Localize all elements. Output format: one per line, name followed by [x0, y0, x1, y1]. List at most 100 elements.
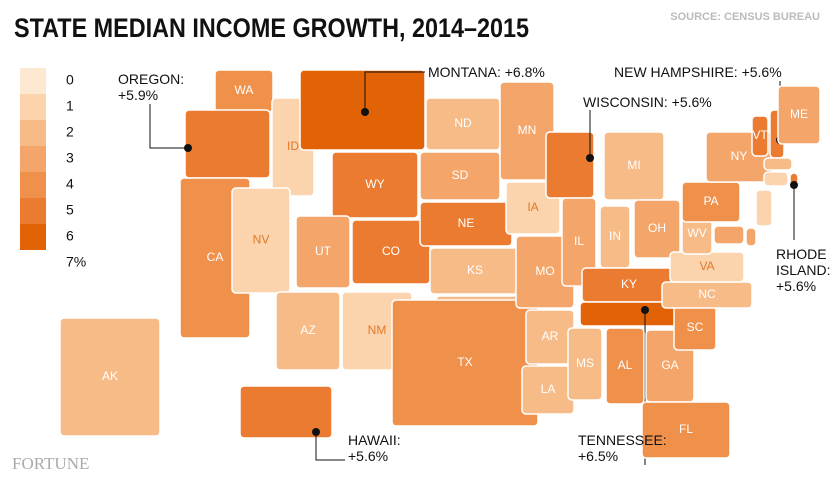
state-label: NE	[458, 216, 475, 230]
callout-line	[364, 71, 425, 112]
state	[777, 85, 821, 145]
legend-swatch	[20, 94, 46, 120]
state-label: WY	[365, 177, 384, 191]
legend-label: 7%	[66, 254, 86, 270]
state	[275, 291, 341, 371]
callout-dot	[790, 181, 798, 189]
callout-dot	[361, 108, 369, 116]
state	[763, 157, 793, 171]
title: STATE MEDIAN INCOME GROWTH, 2014–2015	[14, 13, 529, 43]
callout-dot	[641, 306, 649, 314]
state-label: CO	[382, 244, 400, 258]
callout: WISCONSIN: +5.6%	[583, 94, 783, 110]
state	[499, 81, 555, 181]
state	[751, 115, 769, 157]
callout-value: +5.9%	[118, 87, 159, 103]
state-label: SD	[452, 168, 469, 182]
state-label: AR	[542, 329, 559, 343]
callout-name: OREGON:	[118, 71, 185, 87]
state-label: WV	[687, 226, 706, 240]
state-label: KY	[621, 277, 637, 291]
state	[755, 189, 773, 227]
state-label: TX	[457, 355, 472, 369]
state	[59, 317, 161, 437]
legend-label: 6	[66, 228, 74, 244]
state	[763, 171, 789, 187]
state-label: UT	[315, 244, 332, 258]
legend-label: 1	[66, 98, 74, 114]
state	[231, 187, 291, 294]
state	[605, 327, 645, 405]
legend-label: 3	[66, 150, 74, 166]
legend-swatch	[20, 172, 46, 198]
state-label: GA	[661, 358, 678, 372]
state	[567, 327, 603, 401]
legend-label: 2	[66, 124, 74, 140]
callout-value: +5.6%	[776, 278, 817, 294]
callout: OREGON: +5.9%	[118, 71, 198, 103]
state-label: FL	[679, 422, 693, 436]
state-label: VT	[752, 128, 768, 142]
state	[713, 225, 745, 245]
state-label: WA	[235, 83, 254, 97]
state-label: MS	[576, 356, 594, 370]
state-label: MN	[518, 123, 537, 137]
state	[561, 197, 597, 287]
callout-name: HAWAII:	[348, 432, 401, 448]
legend-swatch	[20, 224, 46, 250]
callout-name: MONTANA:	[428, 64, 501, 80]
callout-value: +6.5%	[578, 448, 619, 464]
state-label: PA	[703, 194, 718, 208]
brand: FORTUNE	[12, 454, 89, 473]
state	[295, 215, 351, 289]
state-label: ID	[287, 139, 299, 153]
legend-swatch	[20, 198, 46, 224]
state-label: NC	[698, 287, 716, 301]
callout: HAWAII: +5.6%	[348, 432, 428, 464]
state-label: ND	[454, 116, 472, 130]
callout-name: RHODE ISLAND:	[776, 246, 831, 278]
state	[331, 151, 419, 219]
state-label: NV	[253, 233, 270, 247]
callout-value: +5.6%	[671, 94, 712, 110]
legend-label: 5	[66, 202, 74, 218]
legend-swatch	[20, 120, 46, 146]
state	[545, 131, 595, 199]
state-label: VA	[699, 259, 714, 273]
legend-label: 4	[66, 176, 74, 192]
callout-value: +5.6%	[348, 448, 389, 464]
state-label: AZ	[300, 323, 315, 337]
state-label: AK	[102, 369, 118, 383]
state-label: KS	[467, 263, 483, 277]
state-label: OH	[648, 221, 666, 235]
state	[603, 131, 665, 201]
callout: MONTANA: +6.8%	[428, 64, 628, 80]
callout-name: TENNESSEE:	[578, 432, 667, 448]
state-label: IA	[527, 200, 538, 214]
state-label: ME	[790, 107, 808, 121]
state-label: MI	[627, 158, 640, 172]
legend-swatch	[20, 146, 46, 172]
callout: NEW HAMPSHIRE: +5.6%	[614, 64, 814, 80]
callout-name: WISCONSIN:	[583, 94, 668, 110]
callout-value: +6.8%	[504, 64, 545, 80]
callout-line	[315, 432, 345, 461]
state-label: MO	[535, 264, 554, 278]
source: SOURCE: CENSUS BUREAU	[670, 11, 820, 23]
state	[239, 385, 333, 439]
callout: RHODE ISLAND: +5.6%	[776, 246, 836, 294]
state-label: CA	[207, 250, 224, 264]
state	[745, 227, 757, 247]
state-label: IL	[574, 234, 584, 248]
callout-dot	[184, 144, 192, 152]
state-label: IN	[609, 229, 621, 243]
callout-value: +5.6%	[741, 64, 782, 80]
state-label: AL	[618, 358, 633, 372]
state-label: NY	[731, 149, 748, 163]
state	[633, 199, 681, 259]
state-label: LA	[541, 382, 556, 396]
callout-name: NEW HAMPSHIRE:	[614, 64, 738, 80]
callout: TENNESSEE: +6.5%	[578, 432, 688, 464]
